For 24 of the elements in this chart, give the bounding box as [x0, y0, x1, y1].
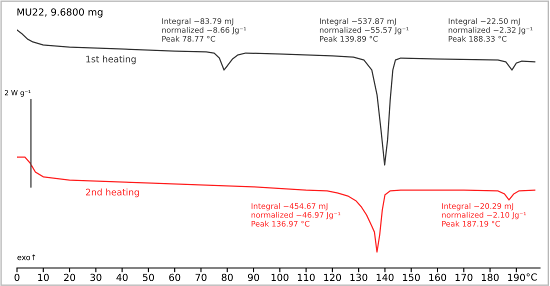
x-axis-title: °C	[526, 273, 537, 281]
series-label: 2nd heating	[86, 188, 139, 198]
x-tick-label: 110	[298, 274, 315, 282]
x-tick-label: 100	[272, 274, 288, 282]
x-tick-label: 90	[248, 274, 260, 282]
x-tick-label: 30	[90, 274, 102, 282]
x-tick-label: 40	[116, 274, 128, 282]
x-tick-label: 180	[482, 274, 499, 282]
x-tick-label: 160	[429, 274, 446, 282]
x-tick-label: 20	[64, 274, 76, 282]
x-tick-label: 190	[508, 274, 525, 282]
x-tick-label: 120	[324, 274, 342, 282]
x-tick-label: 10	[38, 274, 49, 282]
series-label: 1st heating	[86, 55, 136, 64]
x-tick-label: 0	[14, 274, 20, 282]
chart-title: MU22, 9.6800 mg	[17, 8, 102, 18]
x-tick-label: 80	[222, 274, 233, 282]
x-tick-label: 150	[403, 274, 420, 282]
x-tick-label: 170	[456, 274, 472, 282]
x-tick-label: 140	[376, 274, 394, 282]
x-tick-label: 60	[169, 274, 180, 282]
x-tick-label: 50	[142, 274, 154, 282]
x-tick-label: 70	[196, 274, 207, 282]
x-tick-label: 130	[350, 274, 368, 282]
